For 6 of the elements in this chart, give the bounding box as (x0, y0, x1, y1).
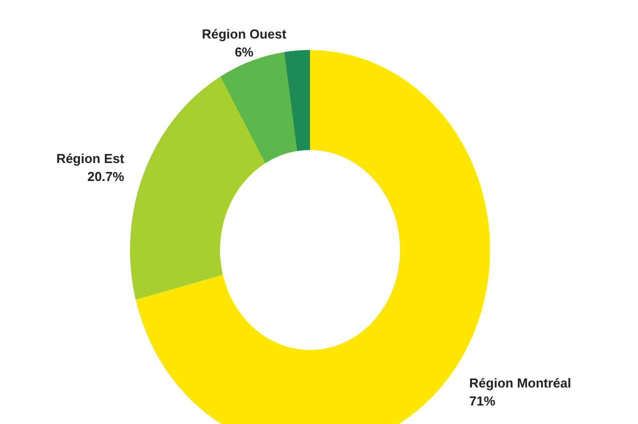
slice-label: Région Ouest (202, 26, 288, 42)
data-label: 6% (234, 44, 254, 60)
data-label: 71% (469, 393, 496, 408)
data-label: 20.7% (87, 168, 125, 184)
slice-label: Région Montréal (469, 375, 572, 390)
slice-label: Région Est (56, 150, 125, 166)
